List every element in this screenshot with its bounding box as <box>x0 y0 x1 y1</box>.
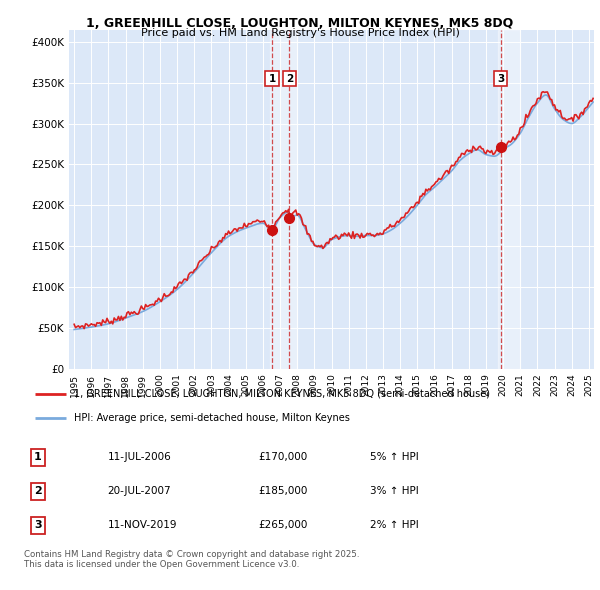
Text: 3% ↑ HPI: 3% ↑ HPI <box>370 486 419 496</box>
Text: HPI: Average price, semi-detached house, Milton Keynes: HPI: Average price, semi-detached house,… <box>74 413 350 423</box>
Text: 2: 2 <box>286 74 293 84</box>
Text: 1, GREENHILL CLOSE, LOUGHTON, MILTON KEYNES, MK5 8DQ: 1, GREENHILL CLOSE, LOUGHTON, MILTON KEY… <box>86 17 514 30</box>
Text: 3: 3 <box>34 520 42 530</box>
Text: 1: 1 <box>268 74 275 84</box>
Text: Contains HM Land Registry data © Crown copyright and database right 2025.
This d: Contains HM Land Registry data © Crown c… <box>24 550 359 569</box>
Text: 11-NOV-2019: 11-NOV-2019 <box>108 520 177 530</box>
Text: 1, GREENHILL CLOSE, LOUGHTON, MILTON KEYNES, MK5 8DQ (semi-detached house): 1, GREENHILL CLOSE, LOUGHTON, MILTON KEY… <box>74 389 490 399</box>
Text: 20-JUL-2007: 20-JUL-2007 <box>108 486 172 496</box>
Text: 2: 2 <box>34 486 42 496</box>
Bar <box>270 30 297 369</box>
Bar <box>498 30 520 369</box>
Text: 2% ↑ HPI: 2% ↑ HPI <box>370 520 419 530</box>
Text: 3: 3 <box>497 74 505 84</box>
Text: 1: 1 <box>34 452 42 462</box>
Text: £265,000: £265,000 <box>259 520 308 530</box>
Text: 11-JUL-2006: 11-JUL-2006 <box>108 452 172 462</box>
Text: £185,000: £185,000 <box>259 486 308 496</box>
Text: Price paid vs. HM Land Registry's House Price Index (HPI): Price paid vs. HM Land Registry's House … <box>140 28 460 38</box>
Text: £170,000: £170,000 <box>259 452 308 462</box>
Text: 5% ↑ HPI: 5% ↑ HPI <box>370 452 419 462</box>
